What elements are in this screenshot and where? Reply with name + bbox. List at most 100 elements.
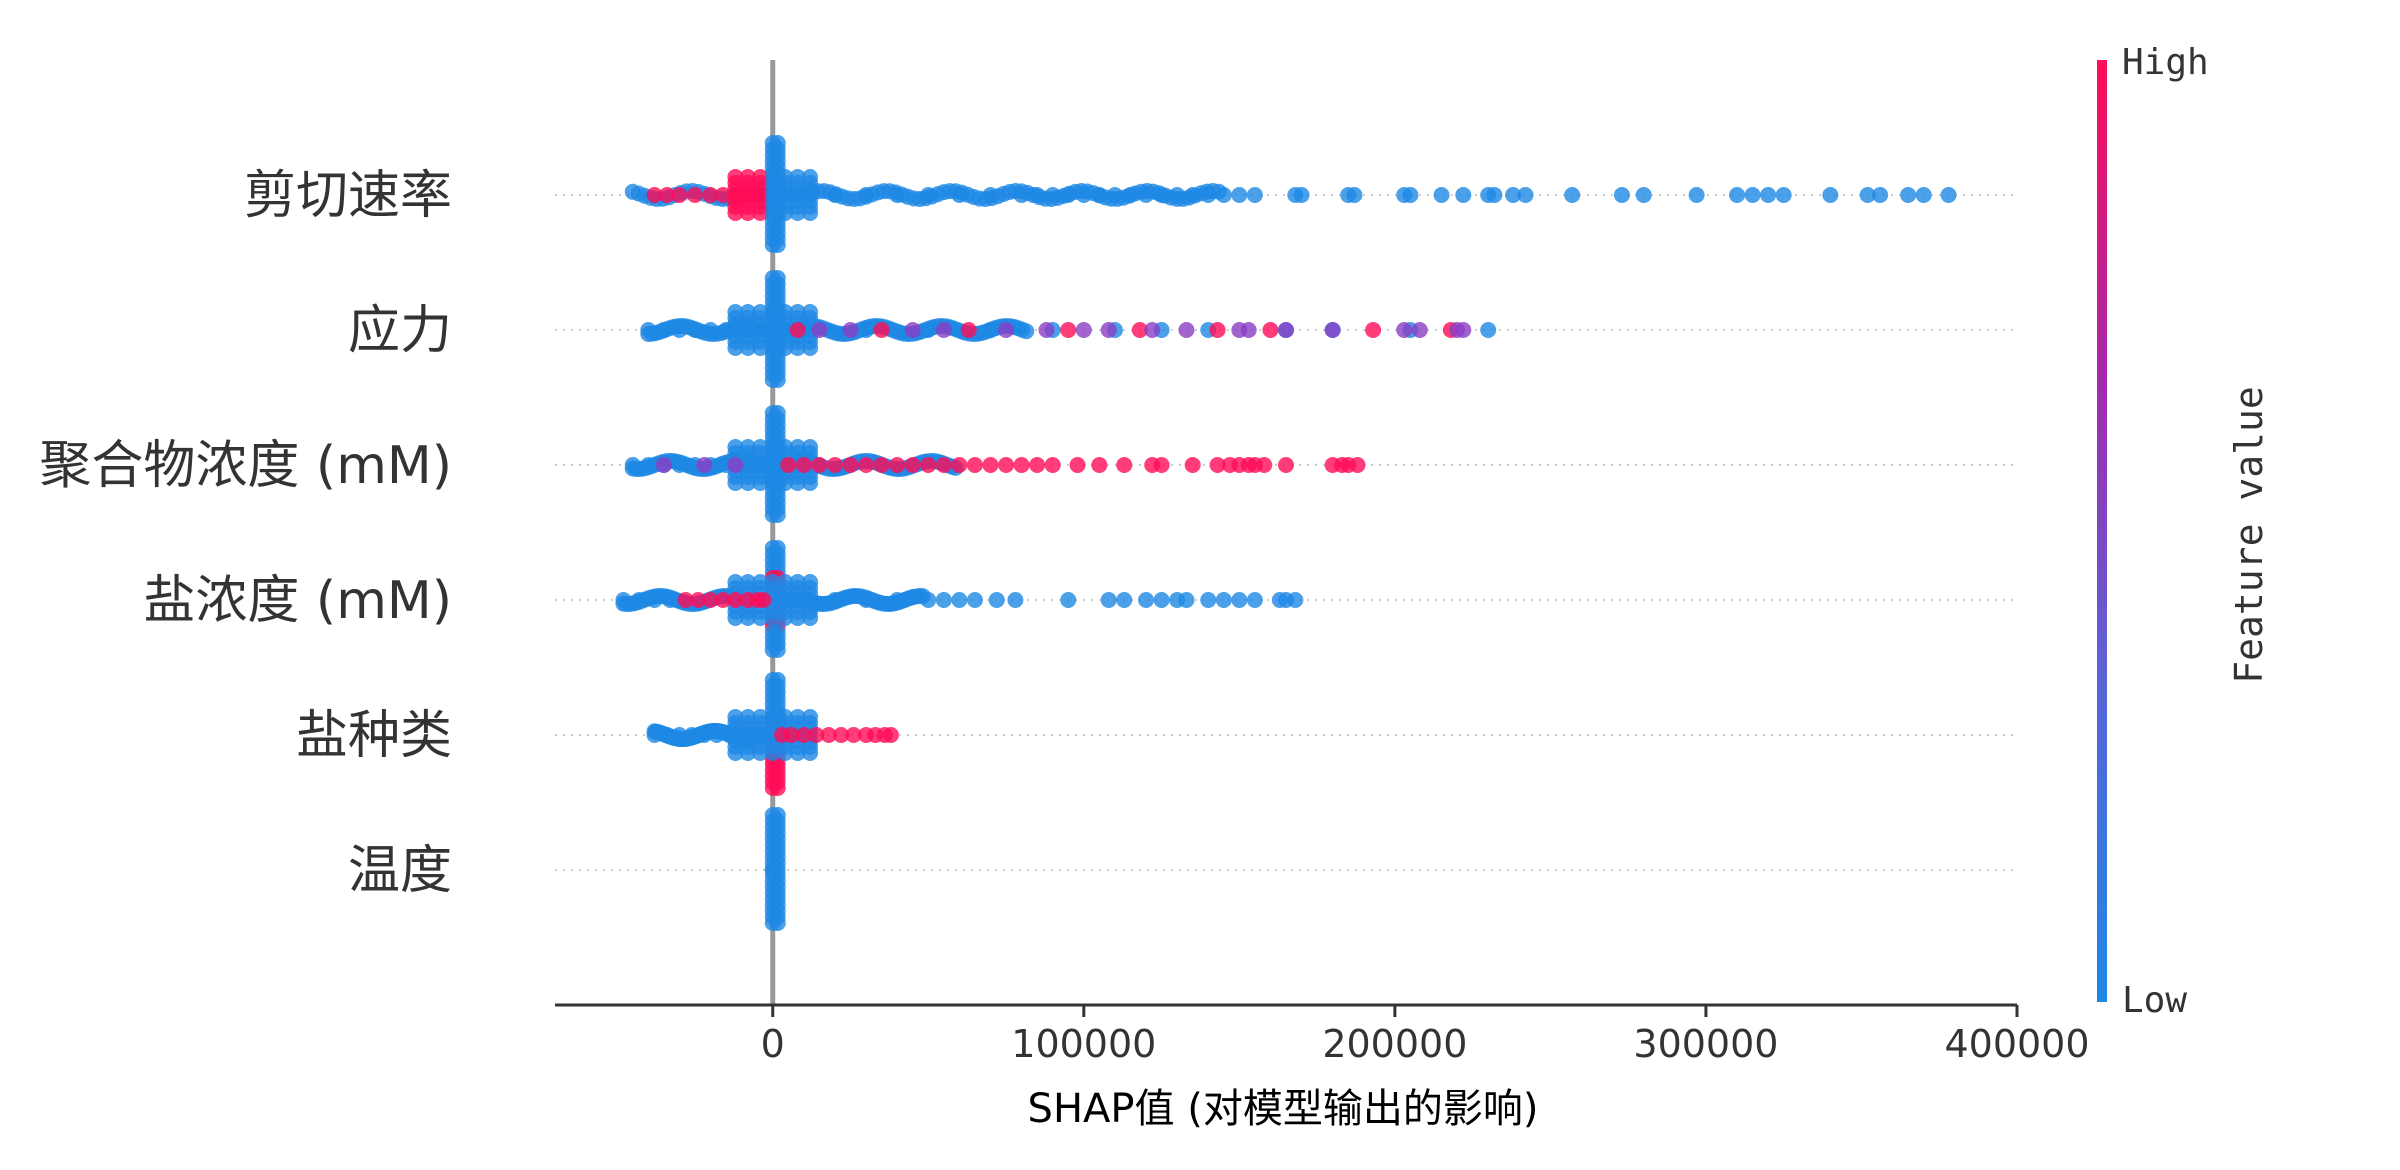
data-point-low bbox=[764, 862, 781, 878]
data-point-high bbox=[826, 457, 843, 473]
data-point-low bbox=[1106, 187, 1123, 203]
data-point-high bbox=[858, 457, 875, 473]
data-point-high bbox=[889, 457, 906, 473]
data-point-low bbox=[662, 592, 679, 608]
data-point-low bbox=[1215, 592, 1232, 608]
data-point-low bbox=[1169, 187, 1186, 203]
data-point-high bbox=[1209, 322, 1226, 338]
data-point-high bbox=[1240, 322, 1257, 338]
data-point-low bbox=[1402, 187, 1419, 203]
data-point-low bbox=[683, 727, 700, 743]
data-point-stack bbox=[769, 372, 786, 388]
data-point-bulb bbox=[739, 745, 756, 761]
data-point-low bbox=[935, 592, 952, 608]
data-point-low bbox=[1455, 187, 1472, 203]
data-point-high bbox=[727, 592, 744, 608]
data-point-high bbox=[1396, 322, 1413, 338]
data-point-bulb bbox=[752, 340, 769, 356]
data-point-high bbox=[1365, 322, 1382, 338]
data-point-low bbox=[624, 457, 641, 473]
data-point-low bbox=[1200, 592, 1217, 608]
data-point-low bbox=[1044, 187, 1061, 203]
data-point-bulb bbox=[764, 340, 781, 356]
data-point-bulb bbox=[727, 745, 744, 761]
data-point-high bbox=[714, 592, 731, 608]
data-point-bulb bbox=[764, 205, 781, 221]
data-point-bulb bbox=[802, 340, 819, 356]
data-point-low bbox=[721, 727, 738, 743]
data-point-low bbox=[780, 592, 797, 608]
data-point-low bbox=[988, 592, 1005, 608]
data-point-high bbox=[749, 187, 766, 203]
data-point-low bbox=[858, 322, 875, 338]
data-point-high bbox=[658, 187, 675, 203]
data-point-bulb bbox=[764, 610, 781, 626]
data-point-low bbox=[1029, 187, 1046, 203]
data-point-high bbox=[1013, 457, 1030, 473]
data-point-low bbox=[1138, 187, 1155, 203]
data-point-bulb bbox=[789, 475, 806, 491]
data-point-low bbox=[951, 592, 968, 608]
data-point-low bbox=[749, 322, 766, 338]
data-point-low bbox=[646, 727, 663, 743]
data-point-low bbox=[615, 592, 632, 608]
data-point-low bbox=[1822, 187, 1839, 203]
data-point-low bbox=[1775, 187, 1792, 203]
data-point-bulb bbox=[777, 475, 794, 491]
data-point-bulb bbox=[789, 745, 806, 761]
data-point-bulb bbox=[752, 610, 769, 626]
data-point-high bbox=[646, 187, 663, 203]
data-point-high bbox=[982, 457, 999, 473]
data-point-low bbox=[966, 592, 983, 608]
x-tick-label: 200000 bbox=[1322, 1022, 1467, 1066]
data-point-low bbox=[755, 727, 772, 743]
data-point-low bbox=[1138, 592, 1155, 608]
data-point-high bbox=[1153, 457, 1170, 473]
data-point-stack bbox=[769, 642, 786, 658]
data-point-high bbox=[755, 592, 772, 608]
data-point-bulb bbox=[727, 610, 744, 626]
feature-label: 盐浓度 (mM) bbox=[143, 571, 452, 631]
data-point-low bbox=[1178, 592, 1195, 608]
data-point-bulb bbox=[777, 610, 794, 626]
data-point-mid bbox=[696, 457, 713, 473]
x-tick-label: 300000 bbox=[1633, 1022, 1778, 1066]
data-point-high bbox=[842, 457, 859, 473]
data-point-low bbox=[1872, 187, 1889, 203]
data-point-stack bbox=[769, 237, 786, 253]
data-point-bulb bbox=[802, 745, 819, 761]
data-point-low bbox=[1013, 187, 1030, 203]
data-point-low bbox=[795, 592, 812, 608]
data-point-low bbox=[1287, 592, 1304, 608]
data-point-high bbox=[833, 727, 850, 743]
data-point-high bbox=[1131, 322, 1148, 338]
data-point-bulb bbox=[802, 205, 819, 221]
data-point-low bbox=[718, 322, 735, 338]
data-point-low bbox=[1900, 187, 1917, 203]
data-point-high bbox=[702, 592, 719, 608]
data-point-high bbox=[686, 187, 703, 203]
data-point-bulb bbox=[777, 205, 794, 221]
data-point-low bbox=[1915, 187, 1932, 203]
data-points bbox=[615, 135, 1957, 931]
feature-label: 剪切速率 bbox=[244, 166, 452, 226]
x-axis-title: SHAP值 (对模型输出的影响) bbox=[1028, 1086, 1539, 1132]
data-point-high bbox=[811, 457, 828, 473]
data-point-low bbox=[1231, 592, 1248, 608]
data-point-high bbox=[935, 457, 952, 473]
colorbar-high-label: High bbox=[2122, 42, 2209, 83]
data-point-stack bbox=[769, 780, 786, 796]
data-point-high bbox=[808, 727, 825, 743]
data-point-high bbox=[1411, 322, 1428, 338]
data-point-low bbox=[1075, 187, 1092, 203]
data-point-high bbox=[966, 457, 983, 473]
data-point-low bbox=[780, 187, 797, 203]
data-point-low bbox=[795, 187, 812, 203]
data-point-high bbox=[951, 457, 968, 473]
data-point-low bbox=[920, 592, 937, 608]
data-point-high bbox=[882, 727, 899, 743]
data-point-bulb bbox=[789, 610, 806, 626]
data-point-high bbox=[960, 322, 977, 338]
data-point-high bbox=[1262, 322, 1279, 338]
data-point-high bbox=[1455, 322, 1472, 338]
